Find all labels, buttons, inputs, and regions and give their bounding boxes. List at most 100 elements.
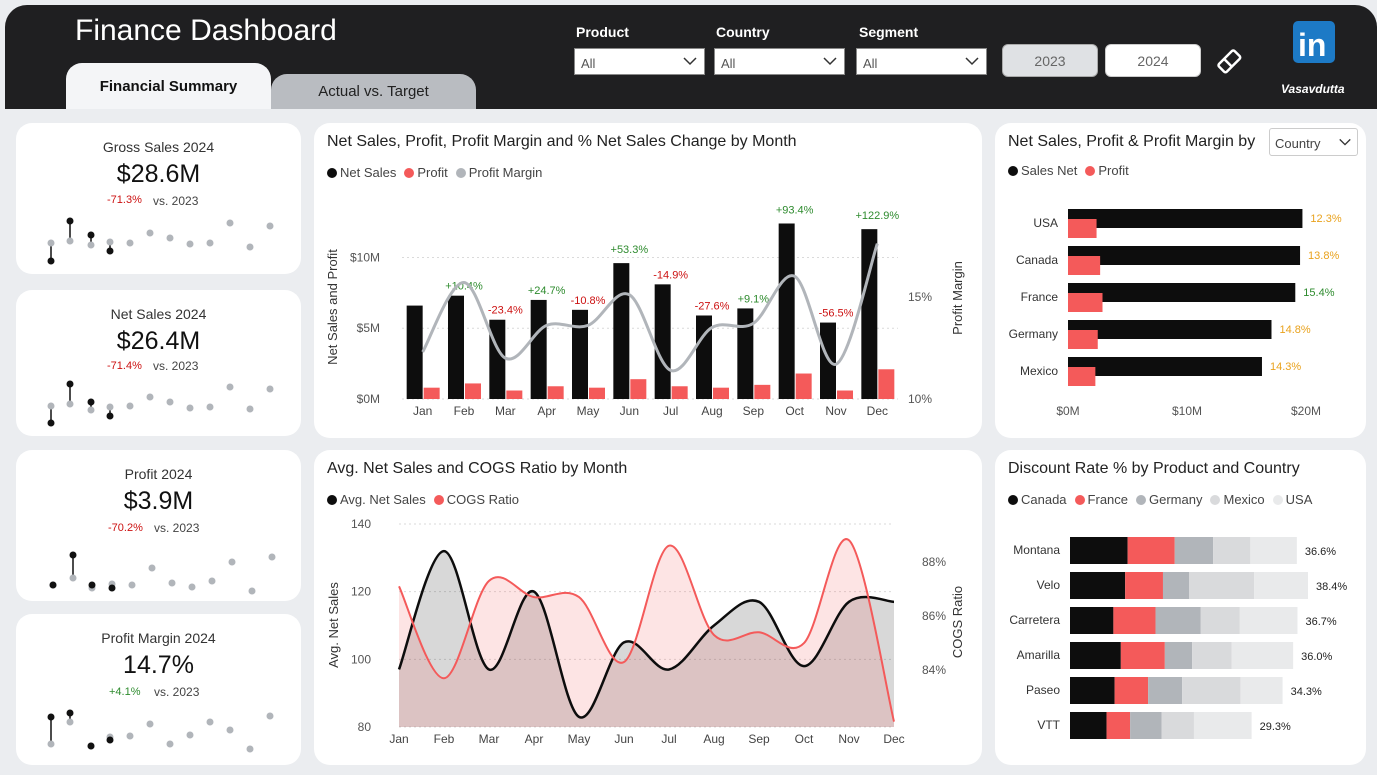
spark-2024-points <box>47 219 274 251</box>
pct-change-label: -27.6% <box>695 300 730 312</box>
canada-segment <box>1070 572 1126 599</box>
kpi-title: Profit 2024 <box>124 466 193 482</box>
avg-net-sales-line <box>397 549 895 719</box>
kpi-title: Gross Sales 2024 <box>102 139 215 155</box>
pct-change-label: -23.4% <box>488 305 523 317</box>
legend-item-france[interactable]: France <box>1074 492 1128 507</box>
sales-net-bar <box>1068 283 1296 302</box>
france-segment <box>1106 712 1131 739</box>
usa-segment <box>1231 642 1294 669</box>
country-chart-card: Net Sales, Profit & Profit Margin by Cou… <box>995 123 1366 438</box>
x-tick-label: Feb <box>454 404 475 418</box>
kpi-value: $3.9M <box>123 487 194 515</box>
margin-label: 13.8% <box>1308 250 1339 262</box>
category-label: Canada <box>1016 253 1058 267</box>
y2-tick-label: 84% <box>922 663 946 677</box>
segment-filter-value: All <box>863 56 878 71</box>
y2-tick-label: 86% <box>922 609 946 623</box>
x-tick-label: Feb <box>434 732 455 746</box>
x-tick-label: $0M <box>1056 404 1079 418</box>
profit-bar <box>878 369 895 399</box>
chart-title: Net Sales, Profit & Profit Margin by <box>1008 133 1256 150</box>
app-title: Finance Dashboard <box>75 14 337 47</box>
year-button-2024[interactable]: 2024 <box>1105 44 1201 77</box>
total-label: 36.7% <box>1305 616 1336 628</box>
pct-change-label: +9.1% <box>738 293 770 305</box>
product-filter-select[interactable]: All <box>574 48 705 75</box>
tab-actual-vs-target[interactable]: Actual vs. Target <box>271 74 476 109</box>
net-sales-bar <box>654 284 671 399</box>
kpi-delta: -71.4% <box>107 360 142 372</box>
pct-change-label: -56.5% <box>819 308 854 320</box>
legend-item-avg-net-sales[interactable]: Avg. Net Sales <box>327 492 426 507</box>
discount-chart-svg: Montana 36.6% Velo 38.4% Carretera 36.7% Amari… <box>1009 537 1347 739</box>
chevron-down-icon <box>965 57 979 66</box>
sales-net-bar <box>1068 357 1262 376</box>
legend-item-profit-margin[interactable]: Profit Margin <box>455 165 542 180</box>
segment-filter-select[interactable]: All <box>856 48 987 75</box>
spark-2024-points <box>47 383 274 414</box>
breakdown-dropdown[interactable]: Country <box>1269 128 1358 156</box>
x-tick-label: Oct <box>785 404 804 418</box>
x-tick-label: Jan <box>389 732 408 746</box>
x-tick-label: Nov <box>838 732 859 746</box>
x-tick-label: Sep <box>743 404 765 418</box>
x-tick-label: $20M <box>1291 404 1321 418</box>
x-tick-label: Aug <box>703 732 724 746</box>
y-tick-label: $0M <box>357 392 380 406</box>
y-axis-label: Net Sales and Profit <box>325 249 340 365</box>
tab-financial-summary[interactable]: Financial Summary <box>66 63 271 109</box>
profit-bar <box>1068 293 1103 312</box>
x-tick-label: $10M <box>1172 404 1202 418</box>
legend-item-net-sales[interactable]: Net Sales <box>327 165 396 180</box>
legend-item-mexico[interactable]: Mexico <box>1210 492 1265 507</box>
profit-bar <box>713 387 729 399</box>
legend-item-profit[interactable]: Profit <box>404 165 448 180</box>
x-tick-label: May <box>577 404 600 418</box>
france-segment <box>1127 537 1175 564</box>
x-tick-label: Oct <box>795 732 814 746</box>
chart-title: Avg. Net Sales and COGS Ratio by Month <box>327 460 628 477</box>
chart-legend: Avg. Net Sales COGS Ratio <box>327 492 522 507</box>
total-label: 36.6% <box>1305 546 1336 558</box>
margin-label: 14.3% <box>1270 361 1301 373</box>
spark-2024-points <box>49 553 276 595</box>
pct-change-label: +24.7% <box>528 285 566 297</box>
kpi-delta: -70.2% <box>108 522 143 534</box>
pct-change-label: +122.9% <box>855 210 899 222</box>
category-label: Carretera <box>1009 613 1060 627</box>
legend-item-germany[interactable]: Germany <box>1136 492 1202 507</box>
usa-segment <box>1254 572 1308 599</box>
x-tick-label: Dec <box>883 732 904 746</box>
canada-segment <box>1070 712 1107 739</box>
x-tick-label: May <box>568 732 591 746</box>
chart-legend: Canada France Germany Mexico USA <box>1008 492 1315 507</box>
legend-item-profit[interactable]: Profit <box>1085 163 1129 178</box>
category-label: Amarilla <box>1017 648 1061 662</box>
legend-item-canada[interactable]: Canada <box>1008 492 1067 507</box>
mexico-segment <box>1213 537 1251 564</box>
margin-label: 14.8% <box>1279 324 1310 336</box>
kpi-value: 14.7% <box>123 651 194 679</box>
legend-item-cogs-ratio[interactable]: COGS Ratio <box>433 492 519 507</box>
france-segment <box>1113 607 1156 634</box>
canada-segment <box>1070 607 1114 634</box>
legend-item-usa[interactable]: USA <box>1272 492 1312 507</box>
segment-filter-label: Segment <box>859 24 919 40</box>
year-button-2023[interactable]: 2023 <box>1002 44 1098 77</box>
x-tick-label: Mar <box>479 732 500 746</box>
kpi-value: $26.4M <box>116 327 201 355</box>
y2-tick-label: 10% <box>908 392 932 406</box>
x-tick-label: Jun <box>620 404 639 418</box>
x-tick-label: Nov <box>825 404 846 418</box>
country-filter-select[interactable]: All <box>714 48 845 75</box>
germany-segment <box>1164 642 1193 669</box>
chart-legend: Net Sales Profit Profit Margin <box>327 165 545 180</box>
legend-item-sales-net[interactable]: Sales Net <box>1008 163 1077 178</box>
net-sales-bar <box>406 305 423 399</box>
avg-sales-cogs-chart-svg: 80 100 120 140 84% 86% 88% Avg. Net Sales COGS R… <box>326 517 965 746</box>
clear-filters-eraser-icon[interactable] <box>1213 45 1245 77</box>
chart-legend: Sales Net Profit <box>1008 163 1132 178</box>
x-tick-label: Apr <box>525 732 544 746</box>
canada-segment <box>1070 537 1128 564</box>
